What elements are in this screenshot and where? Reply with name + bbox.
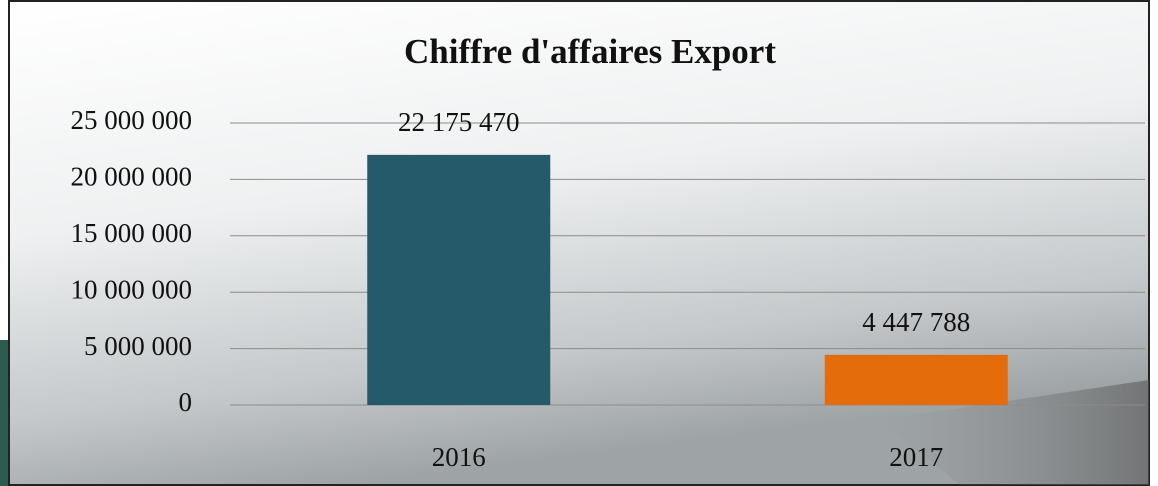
x-tick-label: 2017 [889,442,943,472]
y-tick-label: 10 000 000 [71,274,193,304]
bar [367,154,551,405]
x-tick-label: 2016 [432,442,486,472]
y-tick-label: 0 [179,387,193,417]
y-tick-label: 25 000 000 [71,105,193,135]
y-tick-label: 15 000 000 [71,218,193,248]
chart-title: Chiffre d'affaires Export [404,32,776,71]
background-shading [880,380,1149,485]
y-tick-label: 5 000 000 [84,331,192,361]
bar [824,354,1008,405]
value-label: 22 175 470 [398,107,520,137]
value-label: 4 447 788 [862,307,970,337]
y-tick-label: 20 000 000 [71,162,193,192]
left-strip [0,340,8,486]
